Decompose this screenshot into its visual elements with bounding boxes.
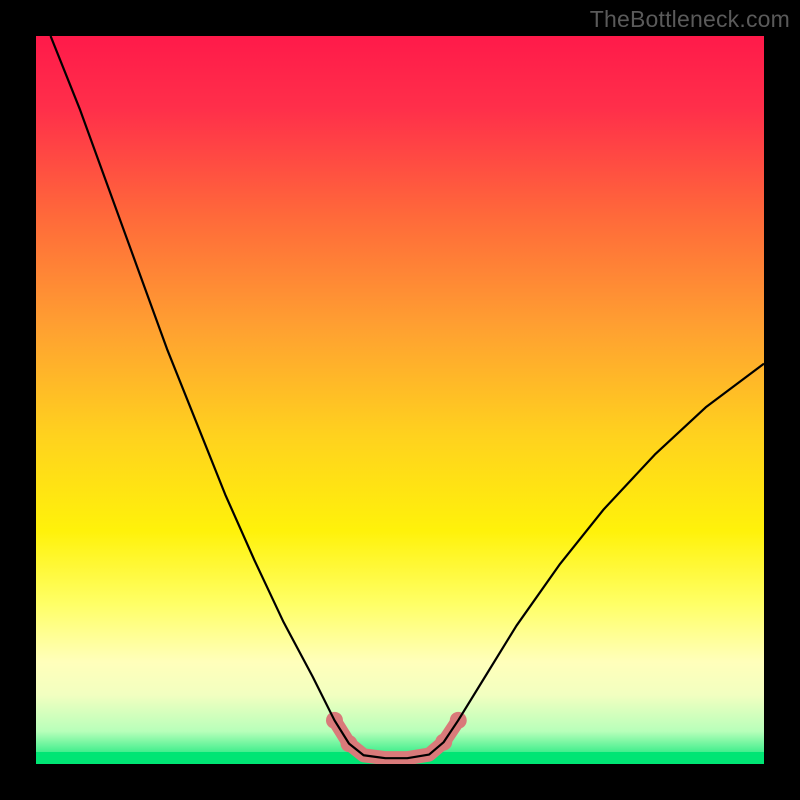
curve-layer (36, 36, 764, 764)
plot-area (36, 36, 764, 764)
watermark-text: TheBottleneck.com (590, 6, 790, 33)
bottleneck-curve (51, 36, 764, 758)
chart-frame: TheBottleneck.com (0, 0, 800, 800)
plot (36, 36, 764, 764)
